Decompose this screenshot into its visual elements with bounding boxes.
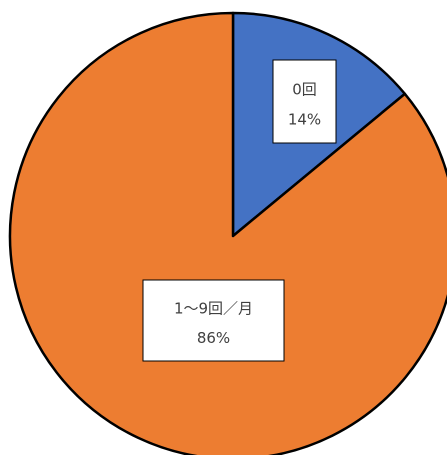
data-label-category-1: 0回: [292, 80, 317, 98]
pie-labels: 0回 14% 1〜9回／月 86%: [142, 59, 337, 362]
data-label-value-1: 14%: [288, 110, 321, 128]
pie-slices: [8, 11, 447, 459]
data-label-category-2: 1〜9回／月: [174, 300, 253, 318]
data-label-1: 0回 14%: [272, 59, 337, 144]
pie-slice-2: [8, 11, 447, 459]
data-label-value-2: 86%: [197, 329, 230, 347]
data-label-2: 1〜9回／月 86%: [142, 279, 285, 362]
data-label-box-2: [142, 279, 285, 362]
data-label-box-1: [272, 59, 337, 144]
